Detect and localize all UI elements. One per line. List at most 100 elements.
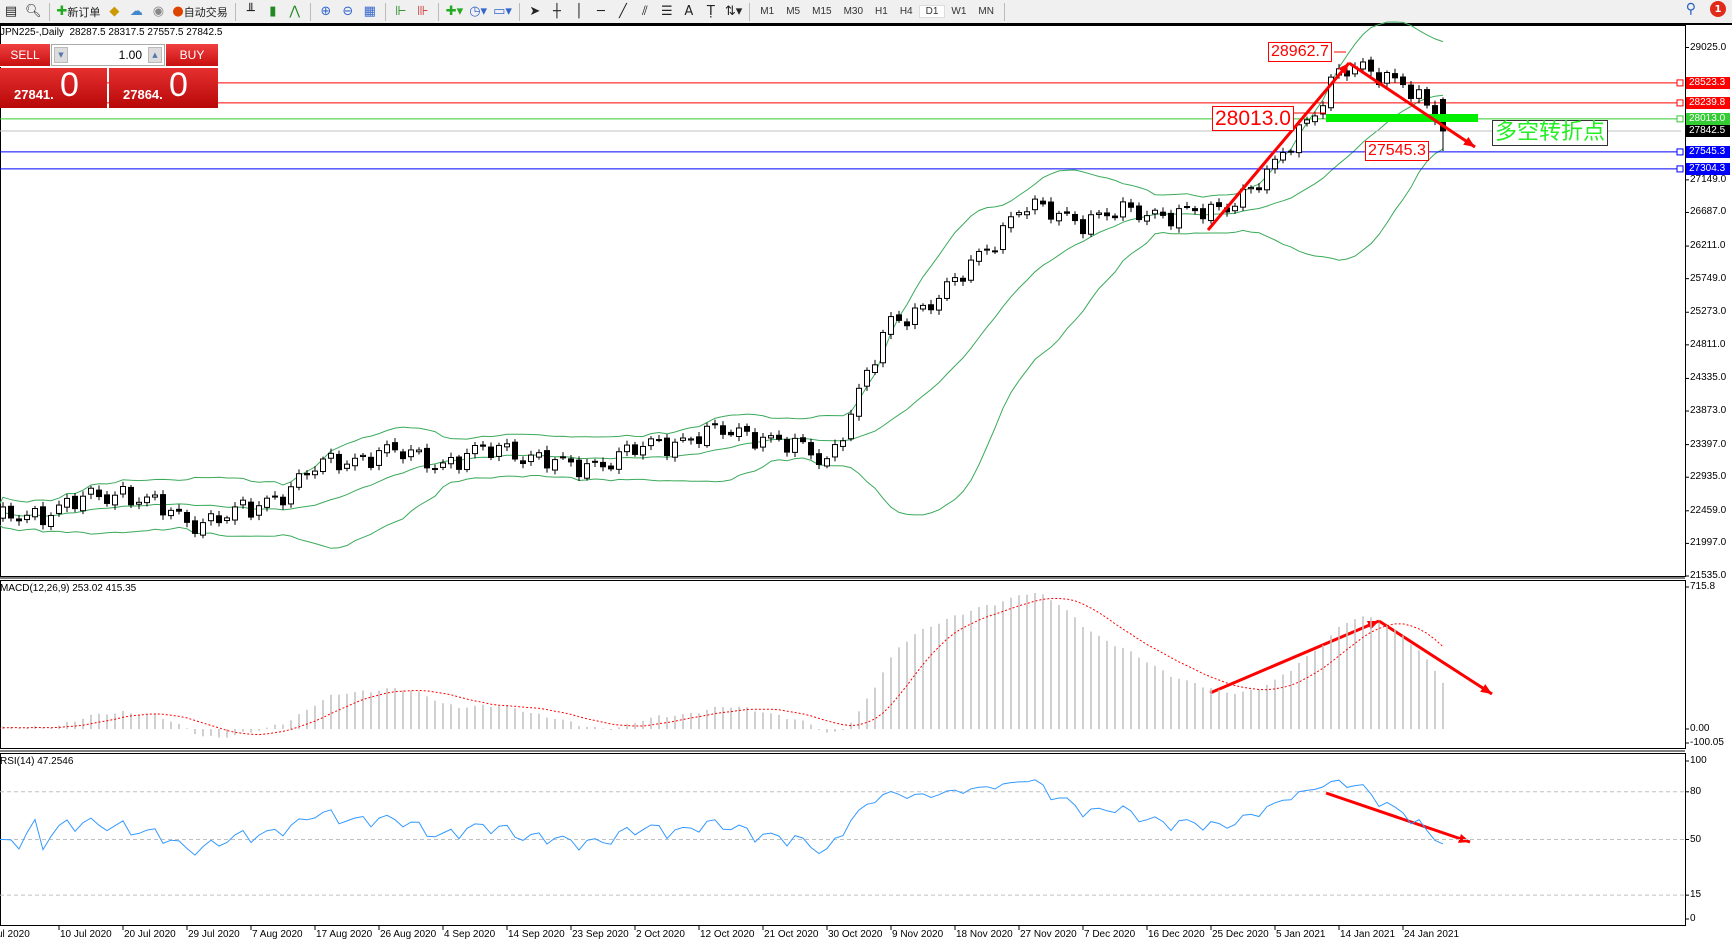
chart-shift-icon[interactable]: ⊩ [395, 4, 407, 19]
low-price-label[interactable]: 27545.3 [1365, 141, 1429, 161]
bearish-candle [1216, 202, 1222, 208]
lot-increase-button[interactable]: ▲ [148, 47, 162, 63]
axis-tick-label: 715.8 [1690, 581, 1716, 592]
macd-up-arrow-head [1367, 621, 1379, 630]
timeframe-w1[interactable]: W1 [951, 6, 967, 17]
timeframe-m5[interactable]: M5 [786, 6, 801, 17]
horizontal-line-icon[interactable]: ─ [596, 4, 605, 19]
buy-button[interactable]: BUY [166, 44, 218, 67]
buy-price-button[interactable]: 27864. 0 [109, 66, 218, 108]
zoom-window-icon[interactable]: 🔍︎ [25, 4, 42, 19]
one-click-trading-panel: SELL ▼ 1.00 ▲ BUY 27841. 0 27864. 0 [0, 44, 218, 108]
bearish-candle [512, 441, 518, 460]
bullish-candle [872, 364, 878, 373]
cursor-icon[interactable]: ➤ [529, 4, 541, 19]
bearish-candle [1168, 212, 1174, 227]
macd-title: MACD(12,26,9) 253.02 415.35 [0, 583, 137, 594]
timeframe-h1[interactable]: H1 [875, 6, 888, 17]
timeframe-d1[interactable]: D1 [918, 5, 946, 18]
bearish-candle [1064, 211, 1070, 214]
bullish-candle [1296, 124, 1302, 154]
bearish-candle [40, 506, 46, 526]
axis-tick-label: 23873.0 [1690, 405, 1727, 417]
text-icon[interactable]: A [684, 4, 694, 19]
bullish-candle [1088, 214, 1094, 235]
bar-chart-icon[interactable]: ╨ [246, 4, 255, 19]
bollinger-lower-band [0, 148, 1444, 549]
candlestick-icon[interactable]: ▮ [269, 4, 277, 19]
toolbar-separator [384, 2, 386, 21]
time-tick-label: Jul 2020 [0, 929, 30, 940]
bearish-candle [1184, 206, 1190, 209]
line-chart-icon[interactable]: ⋀ [289, 4, 301, 19]
level-price-tag: 27304.3 [1686, 162, 1730, 175]
high-price-label[interactable]: 28962.7 [1268, 42, 1332, 62]
bullish-candle [824, 458, 830, 467]
bullish-candle [448, 457, 454, 465]
fibonacci-icon[interactable]: ⫽ [641, 4, 648, 19]
auto-trading-button[interactable]: ● 自动交易 [169, 2, 230, 22]
crosshair-icon[interactable]: ┼ [552, 4, 561, 19]
pivot-price-label[interactable]: 28013.0 [1212, 106, 1294, 131]
zoom-in-icon[interactable]: ⊕ [320, 4, 332, 19]
gann-icon[interactable]: ☰ [661, 4, 673, 19]
toolbar-separator [1003, 2, 1005, 21]
bullish-candle [1272, 158, 1278, 170]
lot-size-input[interactable]: ▼ 1.00 ▲ [51, 44, 165, 66]
trendline-icon[interactable]: ╱ [618, 4, 627, 19]
signals-icon[interactable]: ◉ [152, 4, 165, 19]
timeframe-m15[interactable]: M15 [812, 6, 832, 17]
bullish-candle [296, 473, 302, 488]
bullish-candle [1176, 208, 1182, 229]
axis-tick-label: 26687.0 [1690, 206, 1727, 218]
autoscroll-icon[interactable]: ⊪ [417, 4, 429, 19]
bearish-candle [816, 453, 822, 466]
profiles-icon[interactable]: ▤ [4, 4, 18, 19]
sell-price-button[interactable]: 27841. 0 [0, 66, 107, 108]
bullish-candle [272, 495, 278, 498]
text-label-icon[interactable]: Ṭ [706, 4, 715, 19]
bullish-candle [560, 456, 566, 459]
vertical-line-icon[interactable]: │ [574, 4, 583, 19]
time-tick-label: 12 Oct 2020 [700, 929, 755, 940]
bearish-candle [1392, 73, 1398, 79]
timeframe-h4[interactable]: H4 [899, 6, 913, 17]
axis-tick-label: 24335.0 [1690, 372, 1727, 384]
bullish-candle [88, 487, 94, 495]
bullish-candle [320, 458, 326, 473]
bullish-candle [168, 509, 174, 517]
bearish-candle [992, 250, 998, 253]
periods-icon[interactable]: ◷▾ [469, 4, 488, 19]
bullish-candle [624, 444, 630, 453]
sell-button[interactable]: SELL [0, 44, 50, 67]
arrows-icon[interactable]: ⇅▾ [724, 4, 743, 19]
indicators-icon[interactable]: ✚▾ [445, 4, 464, 19]
time-tick-label: 24 Jan 2021 [1404, 929, 1460, 940]
timeframe-mn[interactable]: MN [978, 6, 994, 17]
bullish-candle [1384, 71, 1390, 84]
bullish-candle [848, 413, 854, 440]
bearish-candle [1408, 84, 1414, 100]
gold-icon[interactable]: ◆ [109, 4, 120, 19]
bearish-candle [800, 437, 806, 443]
timeframe-m1[interactable]: M1 [760, 6, 775, 17]
timeframe-m30[interactable]: M30 [843, 6, 864, 17]
notification-icon[interactable]: 1 [1710, 1, 1726, 17]
bollinger-upper-band [0, 21, 1444, 505]
zoom-out-icon[interactable]: ⊖ [342, 4, 354, 19]
new-order-button[interactable]: ✚ 新订单 [54, 2, 104, 22]
templates-icon[interactable]: ▭▾ [493, 4, 512, 19]
axis-tick-label: 25273.0 [1690, 306, 1727, 318]
bearish-candle [480, 444, 486, 447]
search-icon[interactable]: ⚲ [1685, 1, 1696, 17]
turning-point-label[interactable]: 多空转折点 [1492, 120, 1609, 146]
bullish-candle [288, 486, 294, 505]
bullish-candle [352, 457, 358, 467]
bearish-candle [720, 425, 726, 435]
market-watch-icon[interactable]: ☁ [129, 4, 143, 19]
lot-decrease-button[interactable]: ▼ [54, 47, 68, 63]
tile-windows-icon[interactable]: ▦ [363, 4, 376, 19]
sell-price-prefix: 27841. [14, 87, 54, 102]
toolbar: ▤ 🔍︎ ✚ 新订单 ◆ ☁ ◉ ● 自动交易 ╨ ▮ ⋀ ⊕ ⊖ ▦ ⊩ ⊪ ✚▾… [0, 0, 1732, 25]
